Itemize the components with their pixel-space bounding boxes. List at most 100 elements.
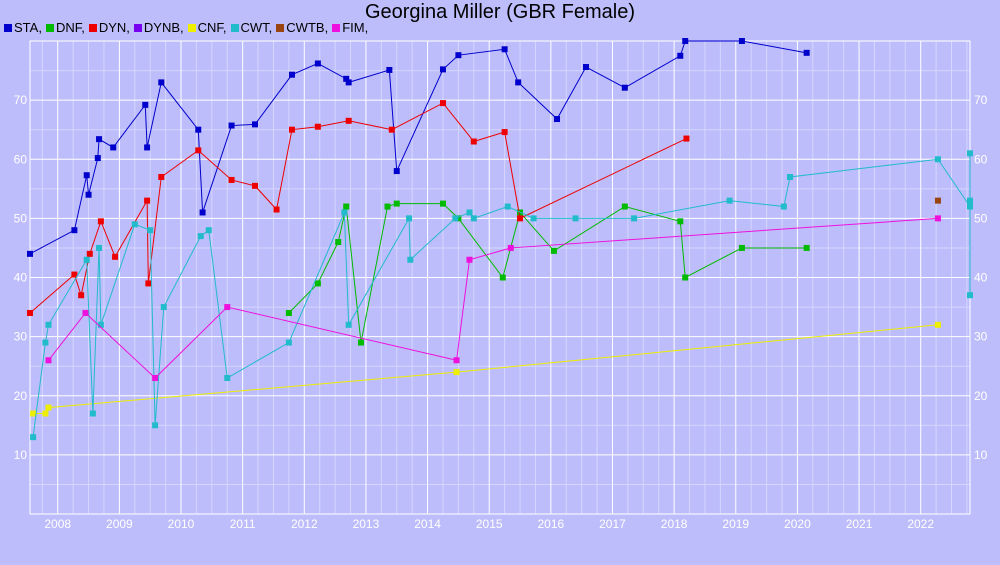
data-point-dyn: [158, 173, 165, 180]
data-point-cwt: [967, 203, 973, 210]
data-point-cwt: [345, 321, 352, 328]
data-point-sta: [96, 136, 103, 143]
x-tick-label: 2022: [907, 517, 934, 531]
data-point-dyn: [517, 215, 524, 222]
data-point-dnf: [439, 200, 446, 207]
data-point-sta: [343, 75, 350, 82]
data-point-sta: [314, 60, 321, 67]
data-point-sta: [738, 38, 745, 44]
y-tick-label-right: 50: [974, 211, 988, 225]
legend-swatch: [88, 24, 97, 32]
y-tick-label-left: 20: [14, 389, 28, 403]
data-point-cwtb: [934, 197, 941, 204]
data-point-dyn: [288, 126, 295, 133]
series-line-fim: [48, 217, 938, 379]
x-tick-label: 2012: [291, 517, 318, 531]
y-tick-label-right: 10: [974, 448, 988, 462]
data-point-cnf: [30, 410, 37, 417]
x-tick-label: 2021: [846, 517, 873, 531]
data-point-dyn: [145, 280, 152, 287]
data-point-sta: [455, 52, 462, 59]
data-point-dyn: [97, 218, 104, 225]
legend-swatch: [230, 24, 239, 32]
y-tick-label-right: 60: [974, 152, 988, 166]
data-point-cwt: [30, 434, 37, 441]
data-point-cwt: [934, 156, 941, 163]
legend-swatch: [4, 24, 12, 32]
y-tick-label-left: 30: [14, 330, 28, 344]
data-point-dyn: [314, 123, 321, 130]
data-point-cwt: [470, 215, 477, 222]
legend-label: CWT,: [240, 20, 273, 35]
legend-label: DNF,: [55, 20, 85, 35]
data-point-cwt: [572, 215, 579, 222]
data-point-cwt: [152, 422, 159, 429]
data-point-fim: [82, 309, 89, 316]
data-point-cwt: [42, 339, 49, 346]
data-point-sta: [288, 71, 295, 78]
legend-swatch: [133, 24, 142, 32]
data-point-dyn: [86, 250, 93, 257]
data-point-cwt: [452, 215, 459, 222]
legend-item-dynb: DYNB,: [133, 20, 184, 35]
data-point-dnf: [285, 309, 292, 316]
data-point-dnf: [393, 200, 400, 207]
data-point-dnf: [314, 280, 321, 287]
data-point-dyn: [195, 147, 202, 154]
x-tick-label: 2015: [476, 517, 503, 531]
data-point-cwt: [466, 209, 473, 216]
data-point-sta: [251, 121, 258, 128]
data-point-sta: [195, 126, 202, 133]
data-point-sta: [110, 144, 117, 151]
data-point-cwt: [97, 321, 104, 328]
data-point-sta: [393, 168, 400, 175]
data-point-cnf: [453, 369, 460, 376]
legend: STA, DNF, DYN, DYNB, CNF, CWT, CWTB, FIM,: [4, 20, 372, 35]
legend-swatch: [276, 24, 285, 32]
legend-label: CNF,: [197, 20, 227, 35]
chart-title: Georgina Miller (GBR Female): [364, 1, 636, 23]
y-tick-label-left: 70: [14, 93, 28, 107]
data-point-sta: [621, 84, 628, 91]
y-tick-label-left: 60: [14, 152, 28, 166]
data-point-cwt: [631, 215, 638, 222]
legend-item-cwtb: CWTB,: [276, 20, 328, 35]
data-point-cwt: [504, 203, 511, 210]
series-line-dyn: [29, 102, 687, 314]
data-point-fim: [466, 256, 473, 263]
data-point-dnf: [621, 203, 628, 210]
data-point-cwt: [224, 375, 231, 382]
data-point-fim: [507, 244, 514, 251]
data-point-cwt: [160, 304, 167, 311]
data-point-cwt: [406, 215, 413, 222]
data-point-cwt: [147, 227, 154, 234]
data-point-cnf: [42, 410, 49, 417]
data-point-dyn: [439, 100, 446, 107]
data-point-cwt: [407, 256, 414, 263]
data-point-sta: [677, 52, 684, 59]
x-tick-label: 2009: [106, 517, 133, 531]
data-point-cwt: [967, 150, 973, 157]
legend-item-cnf: CNF,: [187, 20, 227, 35]
data-point-fim: [934, 215, 941, 222]
data-point-dnf: [677, 218, 684, 225]
data-point-dyn: [112, 253, 119, 260]
data-point-dyn: [683, 135, 690, 142]
data-point-cwt: [205, 227, 212, 234]
data-point-fim: [152, 375, 159, 382]
data-point-dnf: [499, 274, 506, 281]
legend-label: STA,: [14, 20, 42, 35]
data-point-cwt: [96, 244, 103, 251]
y-tick-label-right: 40: [974, 271, 988, 285]
data-point-cwt: [285, 339, 292, 346]
data-point-dnf: [803, 244, 810, 251]
data-point-sta: [144, 144, 151, 151]
data-point-cwt: [197, 233, 204, 240]
data-point-fim: [45, 357, 52, 364]
legend-item-dnf: DNF,: [45, 20, 85, 35]
legend-item-sta: STA,: [4, 20, 42, 35]
data-point-dnf: [384, 203, 391, 210]
data-point-sta: [682, 38, 689, 44]
x-tick-label: 2019: [722, 517, 749, 531]
data-point-sta: [501, 46, 508, 53]
